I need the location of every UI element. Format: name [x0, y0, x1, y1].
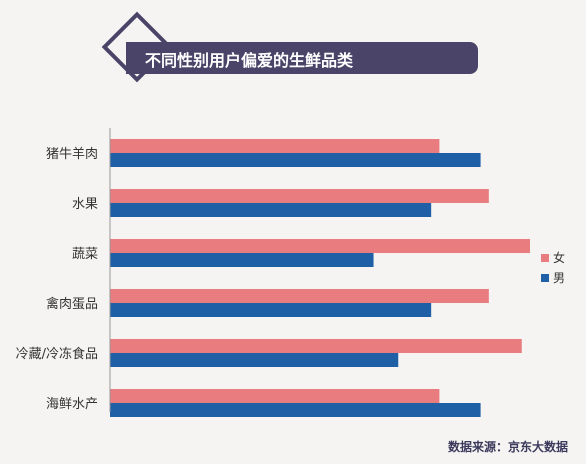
- category-label: 水果: [72, 197, 98, 212]
- category-label: 海鲜水产: [46, 397, 98, 412]
- category-label: 猪牛羊肉: [46, 146, 98, 162]
- legend-label-female: 女: [553, 250, 565, 265]
- category-label: 蔬菜: [72, 247, 98, 262]
- bar-male-0: [110, 153, 481, 167]
- category-label: 冷藏/冷冻食品: [16, 346, 98, 362]
- bar-female-3: [110, 289, 489, 303]
- bar-female-5: [110, 389, 440, 403]
- bar-male-3: [110, 303, 432, 317]
- bar-male-5: [110, 403, 481, 417]
- chart-title: 不同性别用户偏爱的生鲜品类: [145, 51, 354, 70]
- data-source: 数据来源：京东大数据: [447, 440, 568, 454]
- title-banner: [126, 42, 478, 74]
- bar-male-1: [110, 203, 432, 217]
- bar-male-2: [110, 253, 374, 267]
- legend-swatch-female: [541, 254, 549, 262]
- category-label: 禽肉蛋品: [46, 296, 98, 312]
- bar-female-0: [110, 139, 440, 153]
- bar-female-2: [110, 239, 530, 253]
- bar-female-4: [110, 339, 522, 353]
- legend-label-male: 男: [553, 271, 565, 285]
- bar-female-1: [110, 189, 489, 203]
- legend-swatch-male: [541, 274, 549, 282]
- bar-male-4: [110, 353, 399, 367]
